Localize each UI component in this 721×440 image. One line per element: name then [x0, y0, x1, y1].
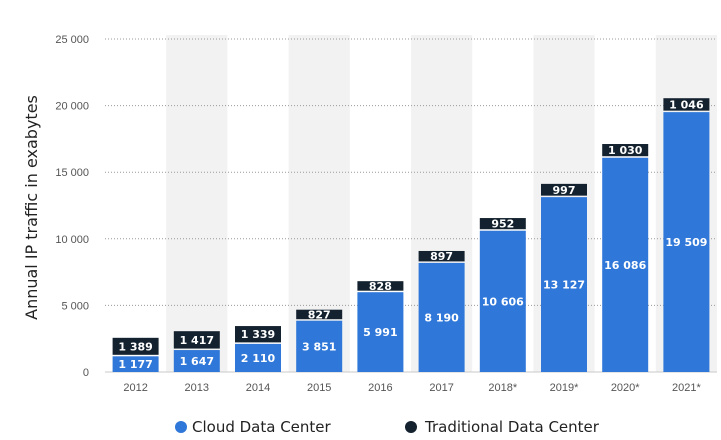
data-label-cloud: 3 851 [302, 340, 336, 353]
legend: Cloud Data Center Traditional Data Center [175, 418, 600, 436]
data-label-cloud: 1 177 [118, 358, 152, 371]
bar-cloud-data-center [173, 350, 220, 372]
x-tick-label: 2013 [185, 382, 209, 394]
x-tick-label: 2019* [550, 382, 579, 394]
bar-traditional-data-center [602, 144, 649, 157]
y-tick-label: 15 000 [55, 167, 89, 179]
bars: 1 177 1 389 1 647 1 417 2 110 1 339 3 851 827 5 … [112, 98, 710, 372]
data-label-cloud: 16 086 [604, 259, 646, 272]
y-axis-ticks: 0 5 000 10 000 15 000 20 000 25 000 [55, 34, 89, 379]
legend-marker [405, 421, 417, 433]
data-label-traditional: 828 [369, 280, 392, 293]
bar-cloud-data-center [357, 292, 404, 372]
bar-traditional-data-center [235, 326, 281, 343]
x-tick-label: 2020* [611, 382, 640, 394]
bar-cloud-data-center [541, 197, 587, 372]
y-tick-label: 0 [83, 367, 89, 379]
x-tick-label: 2015 [307, 382, 331, 394]
legend-label: Cloud Data Center [192, 418, 332, 436]
x-tick-label: 2021* [672, 382, 701, 394]
bar-traditional-data-center [418, 250, 465, 262]
bar-traditional-data-center [479, 218, 526, 230]
bar-cloud-data-center [112, 356, 159, 372]
y-tick-label: 10 000 [55, 234, 89, 246]
data-label-cloud: 5 991 [363, 326, 397, 339]
bar-traditional-data-center [112, 337, 159, 355]
data-label-cloud: 10 606 [482, 295, 524, 308]
data-label-traditional: 997 [553, 184, 576, 197]
bar-traditional-data-center [541, 183, 587, 196]
bar-cloud-data-center [296, 320, 343, 372]
data-label-cloud: 2 110 [241, 352, 276, 365]
bar-cloud-data-center [235, 343, 281, 372]
data-label-traditional: 952 [491, 218, 514, 231]
bar-traditional-data-center [663, 98, 710, 111]
x-tick-label: 2017 [429, 382, 453, 394]
data-label-traditional: 1 417 [180, 334, 214, 347]
column-band [166, 35, 228, 372]
data-label-cloud: 19 509 [665, 236, 707, 249]
x-axis-ticks: 2012 2013 2014 2015 2016 2017 2018* 2019* 2020* 2… [123, 382, 701, 394]
x-tick-label: 2012 [123, 382, 147, 394]
data-label-traditional: 897 [430, 250, 453, 263]
y-tick-label: 25 000 [55, 34, 89, 46]
data-label-traditional: 1 339 [241, 328, 275, 341]
data-label-traditional: 1 389 [118, 340, 152, 353]
bar-cloud-data-center [663, 112, 710, 372]
bar-traditional-data-center [357, 281, 404, 291]
x-tick-label: 2018* [488, 382, 517, 394]
data-label-traditional: 827 [308, 308, 331, 321]
data-label-cloud: 1 647 [180, 355, 214, 368]
data-label-cloud: 13 127 [543, 279, 585, 292]
bar-cloud-data-center [479, 230, 526, 372]
legend-label: Traditional Data Center [424, 418, 600, 436]
bar-traditional-data-center [173, 331, 220, 349]
bar-cloud-data-center [602, 157, 649, 372]
legend-marker [175, 421, 187, 433]
x-tick-label: 2014 [246, 382, 270, 394]
y-axis-label: Annual IP traffic in exabytes [22, 95, 41, 320]
data-label-traditional: 1 046 [669, 98, 704, 111]
data-label-traditional: 1 030 [608, 144, 643, 157]
y-tick-label: 20 000 [55, 101, 89, 113]
x-tick-label: 2016 [368, 382, 392, 394]
data-label-cloud: 8 190 [424, 311, 459, 324]
bar-cloud-data-center [418, 262, 465, 372]
bar-traditional-data-center [296, 309, 343, 320]
y-tick-label: 5 000 [61, 300, 89, 312]
